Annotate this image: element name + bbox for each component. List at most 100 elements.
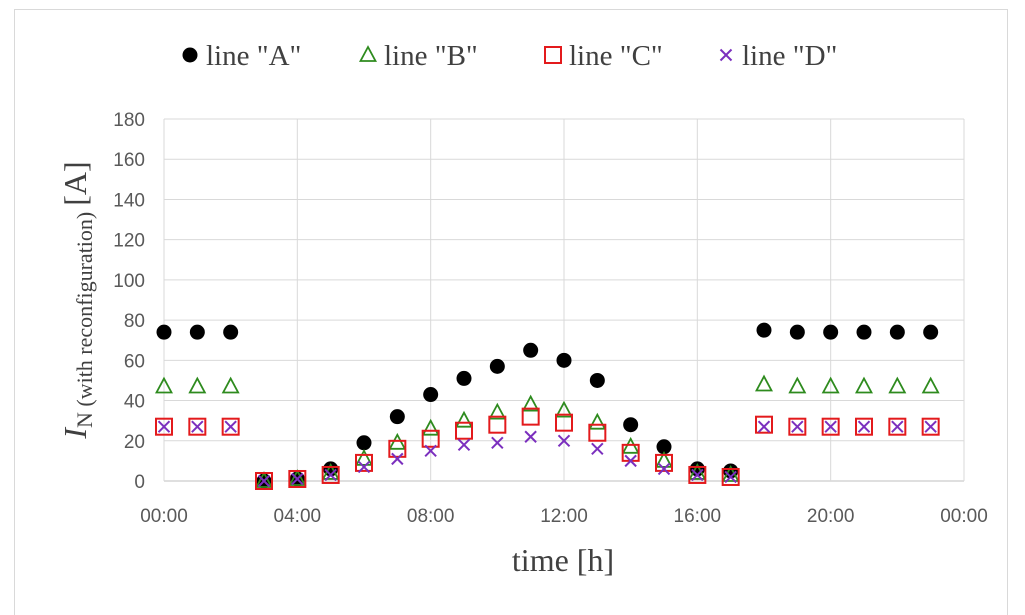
x-axis-title: time [h]	[512, 542, 614, 578]
point-series-1	[823, 324, 839, 340]
point-series-4	[191, 420, 204, 433]
point-series-1	[923, 324, 939, 340]
legend-marker-1	[182, 47, 198, 63]
point-series-2	[521, 394, 540, 412]
point-series-1	[223, 324, 239, 340]
point-series-4	[324, 468, 337, 482]
point-series-3	[521, 407, 540, 426]
point-series-3	[255, 472, 273, 490]
point-series-3	[921, 417, 940, 436]
point-series-3	[821, 417, 840, 436]
point-series-2	[154, 376, 174, 394]
legend-marker-4	[719, 48, 733, 62]
point-series-2	[421, 418, 440, 436]
point-series-4	[557, 434, 571, 447]
y-tick-label: 80	[124, 311, 145, 332]
point-series-4	[691, 468, 704, 482]
point-series-4	[424, 444, 437, 458]
legend-label-4: line "D"	[742, 40, 837, 72]
point-series-4	[791, 420, 804, 433]
point-series-2	[754, 374, 774, 392]
y-tick-label: 160	[113, 150, 145, 171]
point-series-1	[556, 352, 572, 368]
point-series-4	[157, 420, 171, 433]
point-series-4	[524, 430, 537, 443]
point-series-2	[821, 376, 840, 394]
x-axis-ticks: 00:00 04:00 08:00 12:00 16:00 20:00 00:00	[140, 506, 988, 527]
y-tick-label: 180	[113, 110, 145, 131]
point-series-4	[257, 474, 271, 488]
point-series-3	[288, 469, 307, 488]
point-series-4	[724, 470, 737, 484]
point-series-2	[854, 376, 874, 394]
point-series-2	[454, 410, 474, 428]
y-tick-label: 120	[113, 231, 145, 252]
point-series-3	[688, 465, 707, 484]
y-tick-label: 100	[113, 271, 145, 292]
point-series-3	[321, 465, 340, 484]
data-points	[154, 322, 940, 490]
point-series-1	[656, 439, 672, 455]
point-series-2	[554, 400, 574, 418]
y-tick-label: 20	[124, 432, 145, 453]
point-series-4	[891, 420, 904, 433]
x-tick-label: 08:00	[407, 506, 455, 527]
point-series-1	[356, 435, 372, 451]
point-series-4	[857, 420, 871, 433]
point-series-1	[856, 324, 872, 340]
point-series-1	[623, 417, 639, 433]
point-series-1	[456, 370, 472, 386]
point-series-4	[624, 454, 637, 468]
point-series-2	[488, 402, 507, 420]
x-tick-label: 16:00	[674, 506, 722, 527]
point-series-2	[221, 376, 240, 394]
y-axis-subscript: N (with reconfiguration)	[72, 212, 97, 428]
point-series-1	[489, 358, 505, 374]
y-tick-label: 0	[134, 472, 145, 493]
point-series-1	[756, 322, 772, 338]
legend-label-1: line "A"	[206, 40, 301, 72]
point-series-4	[757, 420, 771, 433]
point-series-2	[921, 376, 940, 394]
point-series-1	[156, 324, 172, 340]
point-series-3	[755, 415, 773, 434]
point-series-2	[588, 412, 607, 430]
point-series-4	[657, 462, 671, 476]
legend-label-3: line "C"	[569, 40, 663, 72]
point-series-2	[788, 376, 807, 394]
point-series-1	[423, 387, 439, 403]
y-tick-label: 60	[124, 351, 145, 372]
legend: line "A" line "B" line "C" line "D"	[182, 40, 837, 72]
chart-frame	[14, 9, 1008, 615]
point-series-1	[789, 324, 805, 340]
legend-marker-3	[544, 46, 562, 64]
point-series-2	[354, 448, 374, 466]
x-tick-label: 00:00	[140, 506, 188, 527]
point-series-1	[889, 324, 905, 340]
point-series-3	[455, 421, 473, 440]
point-series-3	[855, 417, 873, 436]
svg-text:IN (with reconfiguration)[A]: IN (with reconfiguration) [A]	[57, 161, 97, 439]
point-series-3	[188, 417, 207, 436]
point-series-1	[389, 409, 405, 425]
y-axis-unit: [A]	[57, 161, 93, 205]
point-series-4	[291, 472, 304, 486]
y-axis-ticks: 0 20 40 60 80 100 120 140 160 180	[113, 110, 145, 493]
y-axis-symbol: I	[57, 427, 93, 440]
y-axis-title: IN (with reconfiguration) [A]	[57, 161, 97, 439]
point-series-4	[591, 442, 604, 456]
point-series-3	[555, 413, 573, 432]
point-series-1	[189, 324, 205, 340]
point-series-1	[589, 372, 605, 388]
x-tick-label: 00:00	[940, 506, 988, 527]
y-tick-label: 140	[113, 190, 145, 211]
point-series-4	[924, 420, 937, 433]
point-series-3	[355, 453, 373, 472]
point-series-3	[788, 417, 807, 436]
point-series-4	[824, 420, 837, 433]
point-series-2	[888, 376, 907, 394]
point-series-2	[288, 469, 307, 486]
point-series-4	[391, 452, 404, 466]
point-series-2	[654, 450, 674, 468]
